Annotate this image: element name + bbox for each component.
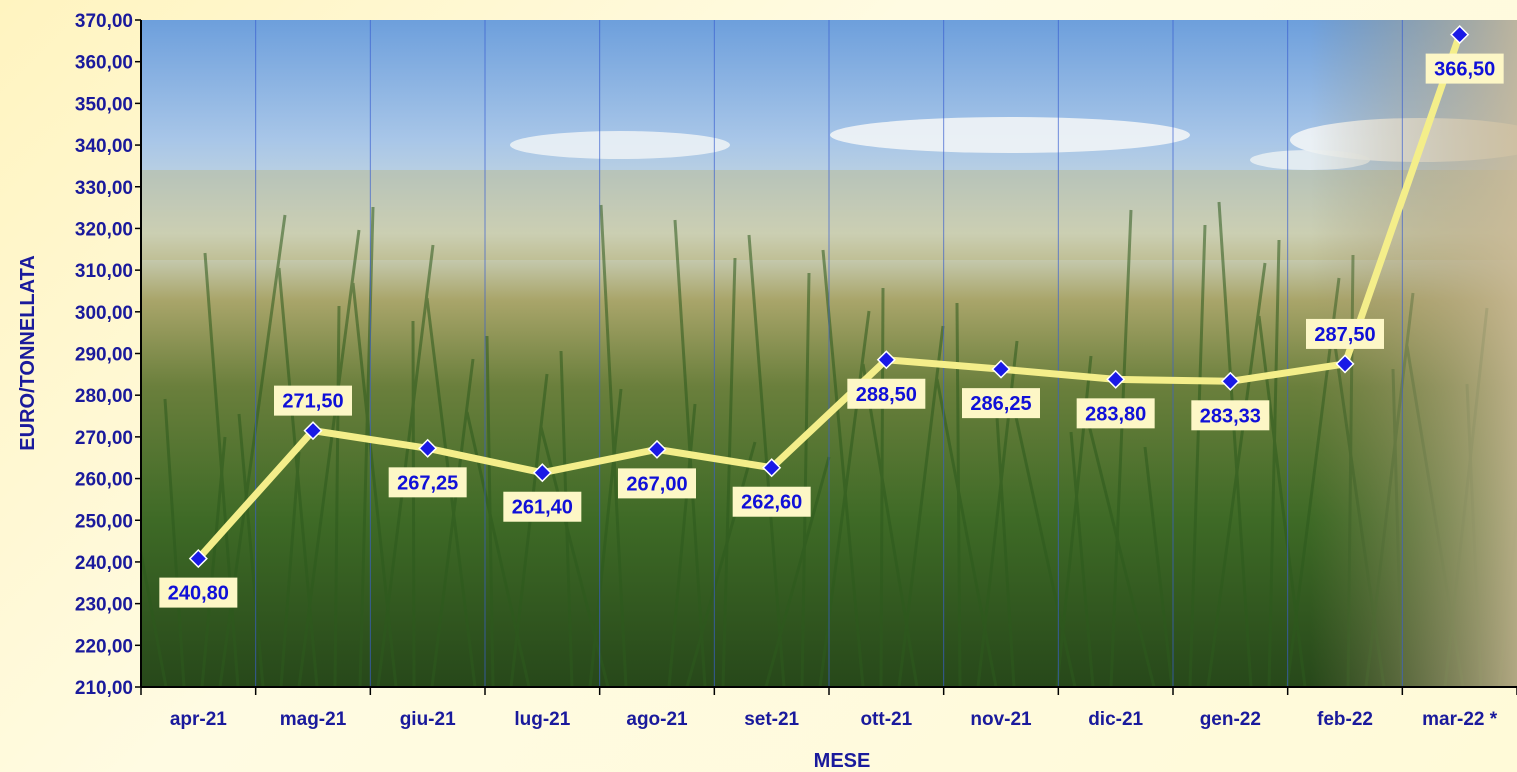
y-tick-label: 340,00 [75, 136, 133, 157]
y-tick-label: 210,00 [75, 678, 133, 699]
data-label-text: 261,40 [512, 497, 573, 519]
data-label: 267,25 [388, 467, 467, 498]
y-tick-label: 370,00 [75, 11, 133, 32]
data-label-text: 240,80 [168, 583, 229, 605]
data-label: 271,50 [274, 385, 352, 416]
data-point [532, 463, 552, 483]
data-label: 261,40 [503, 491, 582, 522]
data-point [1106, 369, 1126, 389]
data-label-text: 366,50 [1434, 59, 1495, 81]
data-label-text: 262,60 [741, 492, 802, 514]
data-label-box [618, 468, 696, 499]
data-point [1335, 354, 1355, 374]
x-tick-label: feb-22 [1317, 709, 1373, 730]
data-label-box [1191, 400, 1270, 431]
data-point [762, 458, 782, 478]
data-point [1450, 25, 1470, 45]
data-point [647, 439, 667, 459]
data-label: 262,60 [732, 486, 811, 517]
data-label: 267,00 [618, 468, 696, 499]
series-line [195, 33, 1463, 561]
x-axis-title: MESE [814, 750, 871, 772]
data-point [303, 421, 323, 441]
data-point [418, 438, 438, 458]
x-tick-label: gen-22 [1200, 709, 1261, 730]
x-tick-label: nov-21 [970, 709, 1032, 730]
data-label-text: 283,80 [1085, 403, 1146, 425]
y-tick-label: 310,00 [75, 261, 133, 282]
y-tick-label: 350,00 [75, 94, 133, 115]
y-tick-label: 230,00 [75, 595, 133, 616]
data-label-text: 271,50 [282, 391, 343, 413]
data-point [188, 549, 208, 569]
data-label-box [159, 577, 238, 608]
y-tick-label: 280,00 [75, 386, 133, 407]
data-label-box [1076, 398, 1155, 429]
y-tick-label: 270,00 [75, 428, 133, 449]
x-tick-label: ott-21 [860, 709, 912, 730]
y-axis-title: EURO/TONNELLATA [17, 255, 39, 451]
y-tick-label: 240,00 [75, 553, 133, 574]
data-label-box [274, 385, 352, 416]
data-label-text: 283,33 [1200, 405, 1261, 427]
x-tick-label: giu-21 [400, 709, 456, 730]
data-label-box [388, 467, 467, 498]
data-label-box [847, 378, 926, 409]
data-label: 286,25 [962, 388, 1040, 419]
x-axis-ticks: apr-21 mag-21 giu-21 lug-21 ago-21 set-21 ott-… [140, 687, 1517, 730]
data-label: 287,50 [1306, 318, 1384, 349]
data-label: 283,80 [1076, 398, 1155, 429]
x-tick-label: apr-21 [170, 709, 227, 730]
y-tick-label: 320,00 [75, 219, 133, 240]
y-axis-ticks: 210,00 220,00 230,00 240,00 250,00 260,00 270,… [75, 11, 141, 699]
data-label-box [503, 491, 582, 522]
x-tick-label: mag-21 [280, 709, 347, 730]
data-label: 366,50 [1425, 53, 1504, 84]
y-tick-label: 300,00 [75, 303, 133, 324]
data-label: 240,80 [159, 577, 238, 608]
data-point [876, 350, 896, 370]
data-point [1220, 371, 1240, 391]
plot-background [141, 20, 1517, 687]
data-labels: 240,80 271,50 267,25 261,40 267,00 262,60 288,… [159, 53, 1504, 608]
data-label: 283,33 [1191, 400, 1270, 431]
data-label-text: 267,25 [397, 472, 458, 494]
y-tick-label: 250,00 [75, 511, 133, 532]
data-label-text: 288,50 [856, 384, 917, 406]
x-tick-label: set-21 [744, 709, 799, 730]
data-label-text: 286,25 [970, 393, 1031, 415]
x-tick-label: lug-21 [514, 709, 570, 730]
data-label-box [1425, 53, 1504, 84]
data-label-box [1306, 318, 1384, 349]
y-tick-label: 290,00 [75, 345, 133, 366]
data-label-box [732, 486, 811, 517]
data-label: 288,50 [847, 378, 926, 409]
series-markers [188, 25, 1470, 569]
y-tick-label: 360,00 [75, 53, 133, 74]
data-label-text: 267,00 [626, 473, 687, 495]
x-tick-label: mar-22 * [1422, 709, 1498, 730]
x-tick-label: ago-21 [626, 709, 688, 730]
y-tick-label: 260,00 [75, 470, 133, 491]
x-tick-label: dic-21 [1088, 709, 1143, 730]
y-tick-label: 330,00 [75, 178, 133, 199]
data-label-box [962, 388, 1040, 419]
data-label-text: 287,50 [1314, 324, 1375, 346]
data-point [991, 359, 1011, 379]
y-tick-label: 220,00 [75, 636, 133, 657]
vertical-gridlines [255, 20, 1403, 687]
